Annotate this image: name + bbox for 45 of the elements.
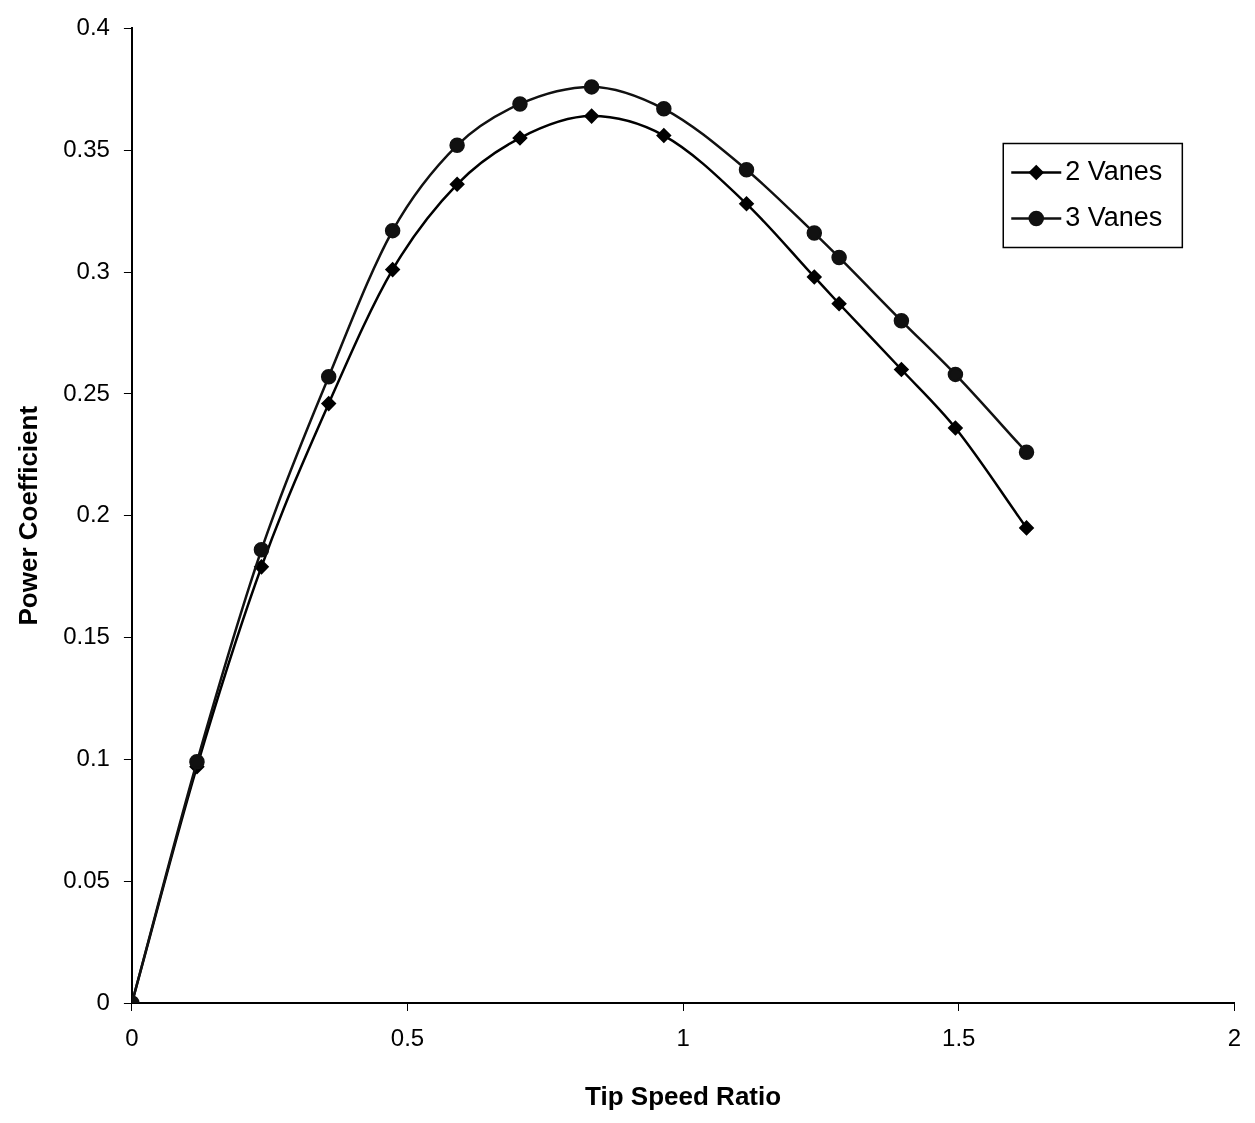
point	[253, 542, 270, 558]
legend-label: 3 Vanes	[1065, 201, 1163, 232]
point	[831, 296, 847, 311]
x-tick-label: 1	[676, 1024, 690, 1052]
legend-label: 2 Vanes	[1065, 155, 1163, 186]
y-tick-label: 0	[96, 987, 110, 1015]
y-tick-label: 0.4	[76, 13, 110, 41]
x-tick-label: 0.5	[390, 1024, 425, 1052]
point	[831, 249, 847, 266]
point	[584, 108, 599, 124]
point	[320, 369, 337, 385]
y-tick-label: 0.3	[76, 256, 110, 284]
point	[893, 313, 910, 329]
point	[738, 161, 755, 178]
y-tick-label: 0.25	[63, 378, 110, 406]
x-axis-title: Tip Speed Ratio	[585, 1080, 782, 1111]
point	[656, 128, 672, 143]
point	[807, 269, 822, 285]
x-tick-label: 2	[1227, 1024, 1242, 1052]
point	[512, 130, 528, 146]
point	[385, 262, 400, 277]
y-tick-label: 0.15	[63, 622, 110, 650]
point	[254, 559, 269, 575]
x-tick-label: 0	[125, 1024, 139, 1052]
point	[449, 177, 465, 192]
y-tick-label: 0.05	[63, 865, 110, 893]
y-tick-label: 0.35	[63, 134, 110, 162]
y-tick-label: 0.1	[76, 743, 110, 771]
point	[321, 396, 336, 411]
point	[894, 362, 909, 377]
y-tick-label: 0.2	[76, 500, 110, 528]
point	[1019, 520, 1034, 536]
point	[189, 754, 205, 770]
point	[656, 101, 672, 117]
point	[583, 79, 600, 95]
x-tick-label: 1.5	[942, 1024, 976, 1052]
y-axis-title: Power Coefficient	[12, 405, 43, 626]
point	[739, 196, 754, 212]
point	[947, 366, 964, 383]
point	[449, 137, 465, 154]
point	[948, 420, 963, 436]
point	[806, 225, 823, 241]
point	[1018, 444, 1035, 461]
point	[512, 96, 528, 112]
point	[384, 222, 401, 239]
